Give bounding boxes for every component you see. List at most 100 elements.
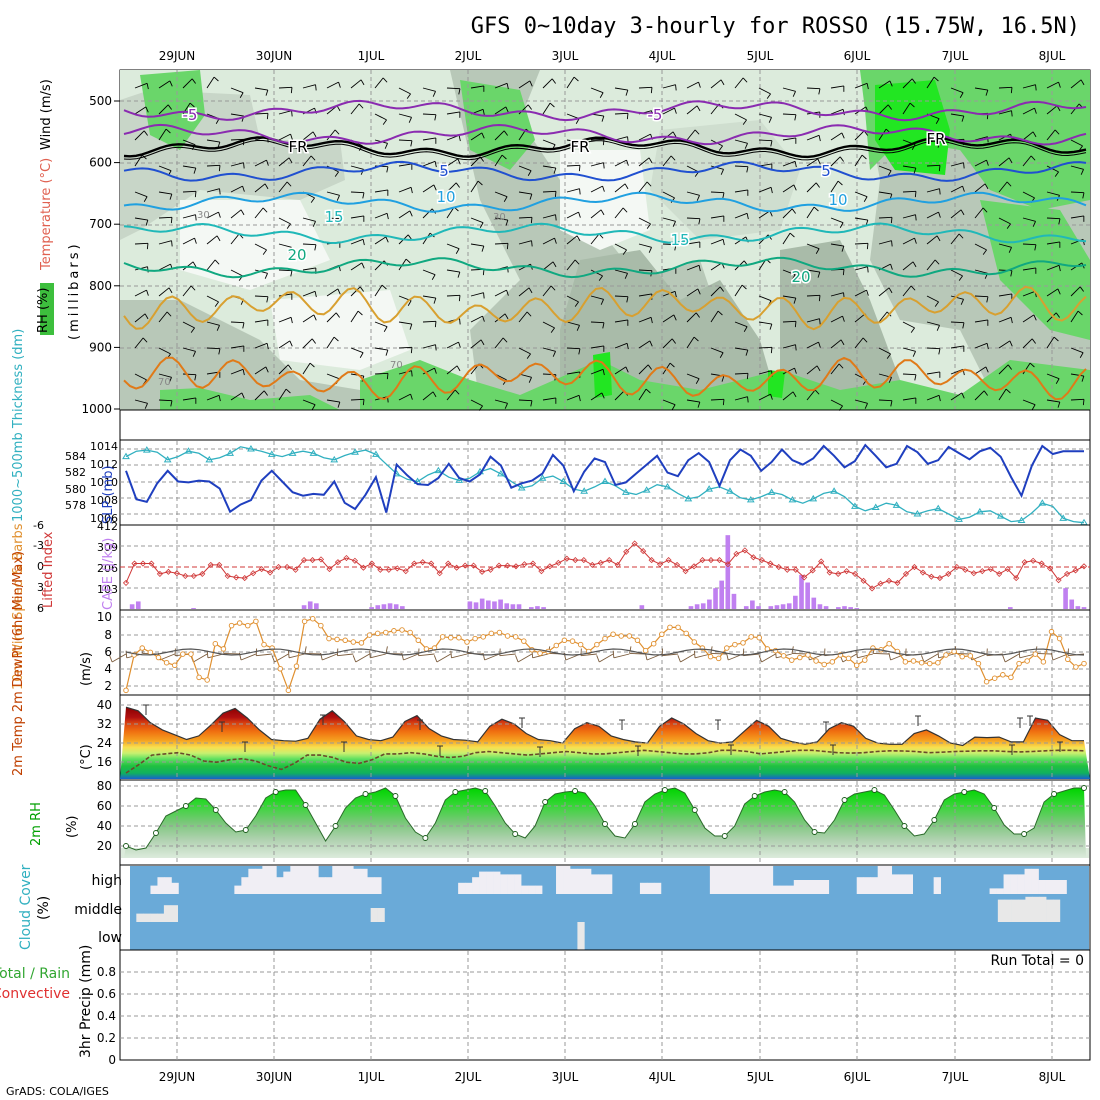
- wind-barb: [374, 372, 389, 375]
- rh-point: [602, 821, 608, 827]
- wind-barb-flag: [672, 131, 677, 138]
- wind-speed-point: [862, 657, 868, 663]
- cloud-level-low: low: [98, 930, 122, 946]
- wind-barb: [686, 264, 700, 271]
- cape-tick-206: 206: [97, 562, 118, 575]
- wind-barb: [134, 82, 148, 89]
- wind-barb-flag: [890, 400, 893, 407]
- temp-minmax-marker: [242, 741, 248, 752]
- bottom-date-30JUN: 30JUN: [256, 1070, 293, 1084]
- temp-tick-24: 24: [97, 736, 112, 750]
- wind-barb-flag: [766, 93, 771, 99]
- cape-bar: [756, 606, 761, 609]
- wind-barb: [182, 78, 193, 89]
- wind-barb-flag: [554, 191, 557, 198]
- wind-barb-flag: [862, 337, 868, 343]
- wind-barb-flag: [717, 310, 723, 316]
- wind-barb: [206, 188, 220, 193]
- cloud-high-bar: [255, 868, 263, 894]
- lifted-index-point: [233, 574, 240, 581]
- isotherm--5: [123, 99, 1087, 122]
- cloud-high-bar: [164, 877, 172, 894]
- wind-barb-flag: [770, 347, 773, 354]
- temp-minmax-marker: [619, 719, 625, 730]
- lifted-index-point: [1013, 575, 1020, 582]
- wind-barb-flag: [579, 188, 581, 195]
- wind-barb-flag: [1011, 110, 1013, 117]
- cloud-mid-bar: [997, 899, 1006, 922]
- wind-speed-point: [691, 639, 698, 645]
- wind-barb: [854, 130, 865, 141]
- wind-barb: [398, 163, 412, 167]
- wind-barb: [830, 315, 843, 323]
- wind-barb: [830, 108, 844, 115]
- wind-speed-point: [391, 628, 397, 634]
- isotherm-30: [123, 356, 1087, 401]
- wind-barb-flag: [290, 133, 293, 140]
- wind-barb-flag: [454, 389, 460, 395]
- wind-speed-point: [626, 633, 633, 639]
- wind-barb: [830, 292, 844, 297]
- wind-barb: [590, 321, 605, 324]
- isotherm-label-20: 20: [287, 246, 306, 264]
- wind-barb: [734, 372, 749, 375]
- wind-barb-flag: [240, 209, 245, 216]
- wind-barb-flag: [169, 193, 173, 200]
- wind-barb-flag: [143, 130, 148, 136]
- cloud-high-bar: [514, 874, 522, 894]
- wind-speed-point: [1024, 658, 1030, 664]
- wind-speed-point: [301, 618, 308, 625]
- wind-barb: [542, 102, 551, 115]
- cloud-mid-bar: [1018, 899, 1026, 922]
- wind-barb-flag: [529, 80, 533, 87]
- wind-barb: [638, 86, 653, 89]
- wind-barb-flag: [432, 91, 436, 97]
- wind-barb: [134, 399, 148, 404]
- wind-barb: [950, 345, 964, 349]
- wind-speed-point: [196, 674, 202, 681]
- wind-barb: [1046, 191, 1060, 196]
- dewpoint-line: [125, 749, 1085, 774]
- wind-barb-flag: [794, 367, 797, 374]
- lifted-index-point: [623, 548, 630, 555]
- wind-barb-flag: [887, 104, 892, 110]
- rh-contour-label: 70: [158, 377, 171, 388]
- wind-barb: [1046, 312, 1057, 323]
- wind-barb: [398, 346, 413, 349]
- wind-barb: [374, 347, 388, 351]
- wind-speed-point: [724, 645, 730, 651]
- wind-barb: [782, 391, 794, 401]
- wind-barb-flag: [265, 89, 269, 96]
- rh-point: [152, 830, 159, 836]
- wind-barb: [542, 214, 556, 219]
- isotherm-label-20: 20: [791, 268, 810, 286]
- wind-barb-flag: [385, 349, 389, 356]
- wind-barb-flag: [386, 166, 389, 173]
- wind-barb: [782, 269, 796, 276]
- wind-barb: [599, 653, 614, 663]
- cloud-high-bar: [709, 866, 718, 894]
- thickness-point: [330, 455, 339, 463]
- wind-barb: [614, 390, 625, 401]
- wind-barb-flag: [720, 79, 725, 86]
- wind-speed-point: [805, 652, 811, 658]
- wind-barb-flag: [386, 213, 389, 220]
- cloud-high-bar: [374, 877, 382, 894]
- wind-barb: [158, 104, 169, 115]
- bottom-date-4JUL: 4JUL: [649, 1070, 676, 1084]
- wind-barb: [806, 206, 815, 219]
- wind-barb: [638, 364, 649, 375]
- wind-barb-flag: [626, 343, 629, 350]
- cape-bar: [1063, 588, 1068, 609]
- wind-barb-flag: [813, 206, 819, 212]
- wind-speed-point: [959, 653, 965, 660]
- cloud-high-bar: [325, 877, 333, 894]
- wind-barb: [182, 397, 196, 401]
- wind-barb: [398, 113, 412, 118]
- wind-barb-flag: [795, 344, 797, 351]
- isotherm-FR-outline: [123, 140, 1087, 161]
